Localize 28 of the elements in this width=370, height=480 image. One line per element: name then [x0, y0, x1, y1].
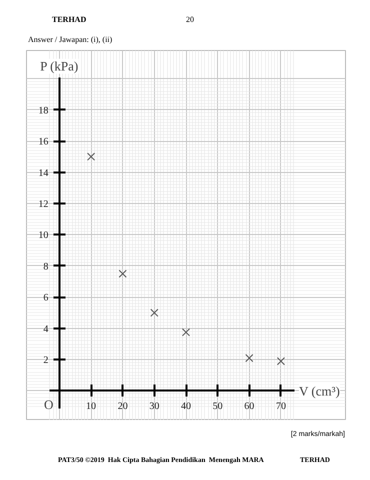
text: Answer / Jawapan: (i), (ii): [28, 34, 112, 46]
x-tick-label: 20: [118, 400, 128, 412]
x-tick-label: 70: [276, 400, 286, 412]
text: TERHAD: [52, 14, 86, 26]
x-tick-label: 30: [149, 400, 160, 412]
point: [150, 308, 158, 317]
y-axis-title: P (kPa): [40, 58, 78, 74]
point: [87, 152, 96, 161]
x-tick-label: 10: [86, 400, 96, 412]
y-tick-label: 16: [38, 136, 48, 148]
x-tick-label: 50: [212, 400, 223, 412]
x-tick-label: 60: [244, 400, 254, 412]
x-axis-title: V (cm³): [299, 383, 340, 398]
point: [118, 270, 127, 278]
y-tick-label: 6: [43, 292, 48, 304]
x-tick-label: 40: [181, 400, 191, 412]
y-tick-label: 2: [43, 355, 48, 366]
point: [182, 328, 190, 336]
y-tick-label: 14: [38, 168, 48, 179]
annotation: O: [44, 396, 54, 412]
point: [276, 357, 285, 366]
text: 20: [186, 14, 194, 26]
y-tick-label: 12: [38, 198, 48, 210]
y-tick-label: 8: [43, 261, 48, 272]
point: [245, 354, 254, 362]
y-tick-label: 4: [43, 324, 48, 335]
y-tick-label: 10: [38, 230, 48, 242]
y-tick-label: 18: [38, 105, 48, 116]
